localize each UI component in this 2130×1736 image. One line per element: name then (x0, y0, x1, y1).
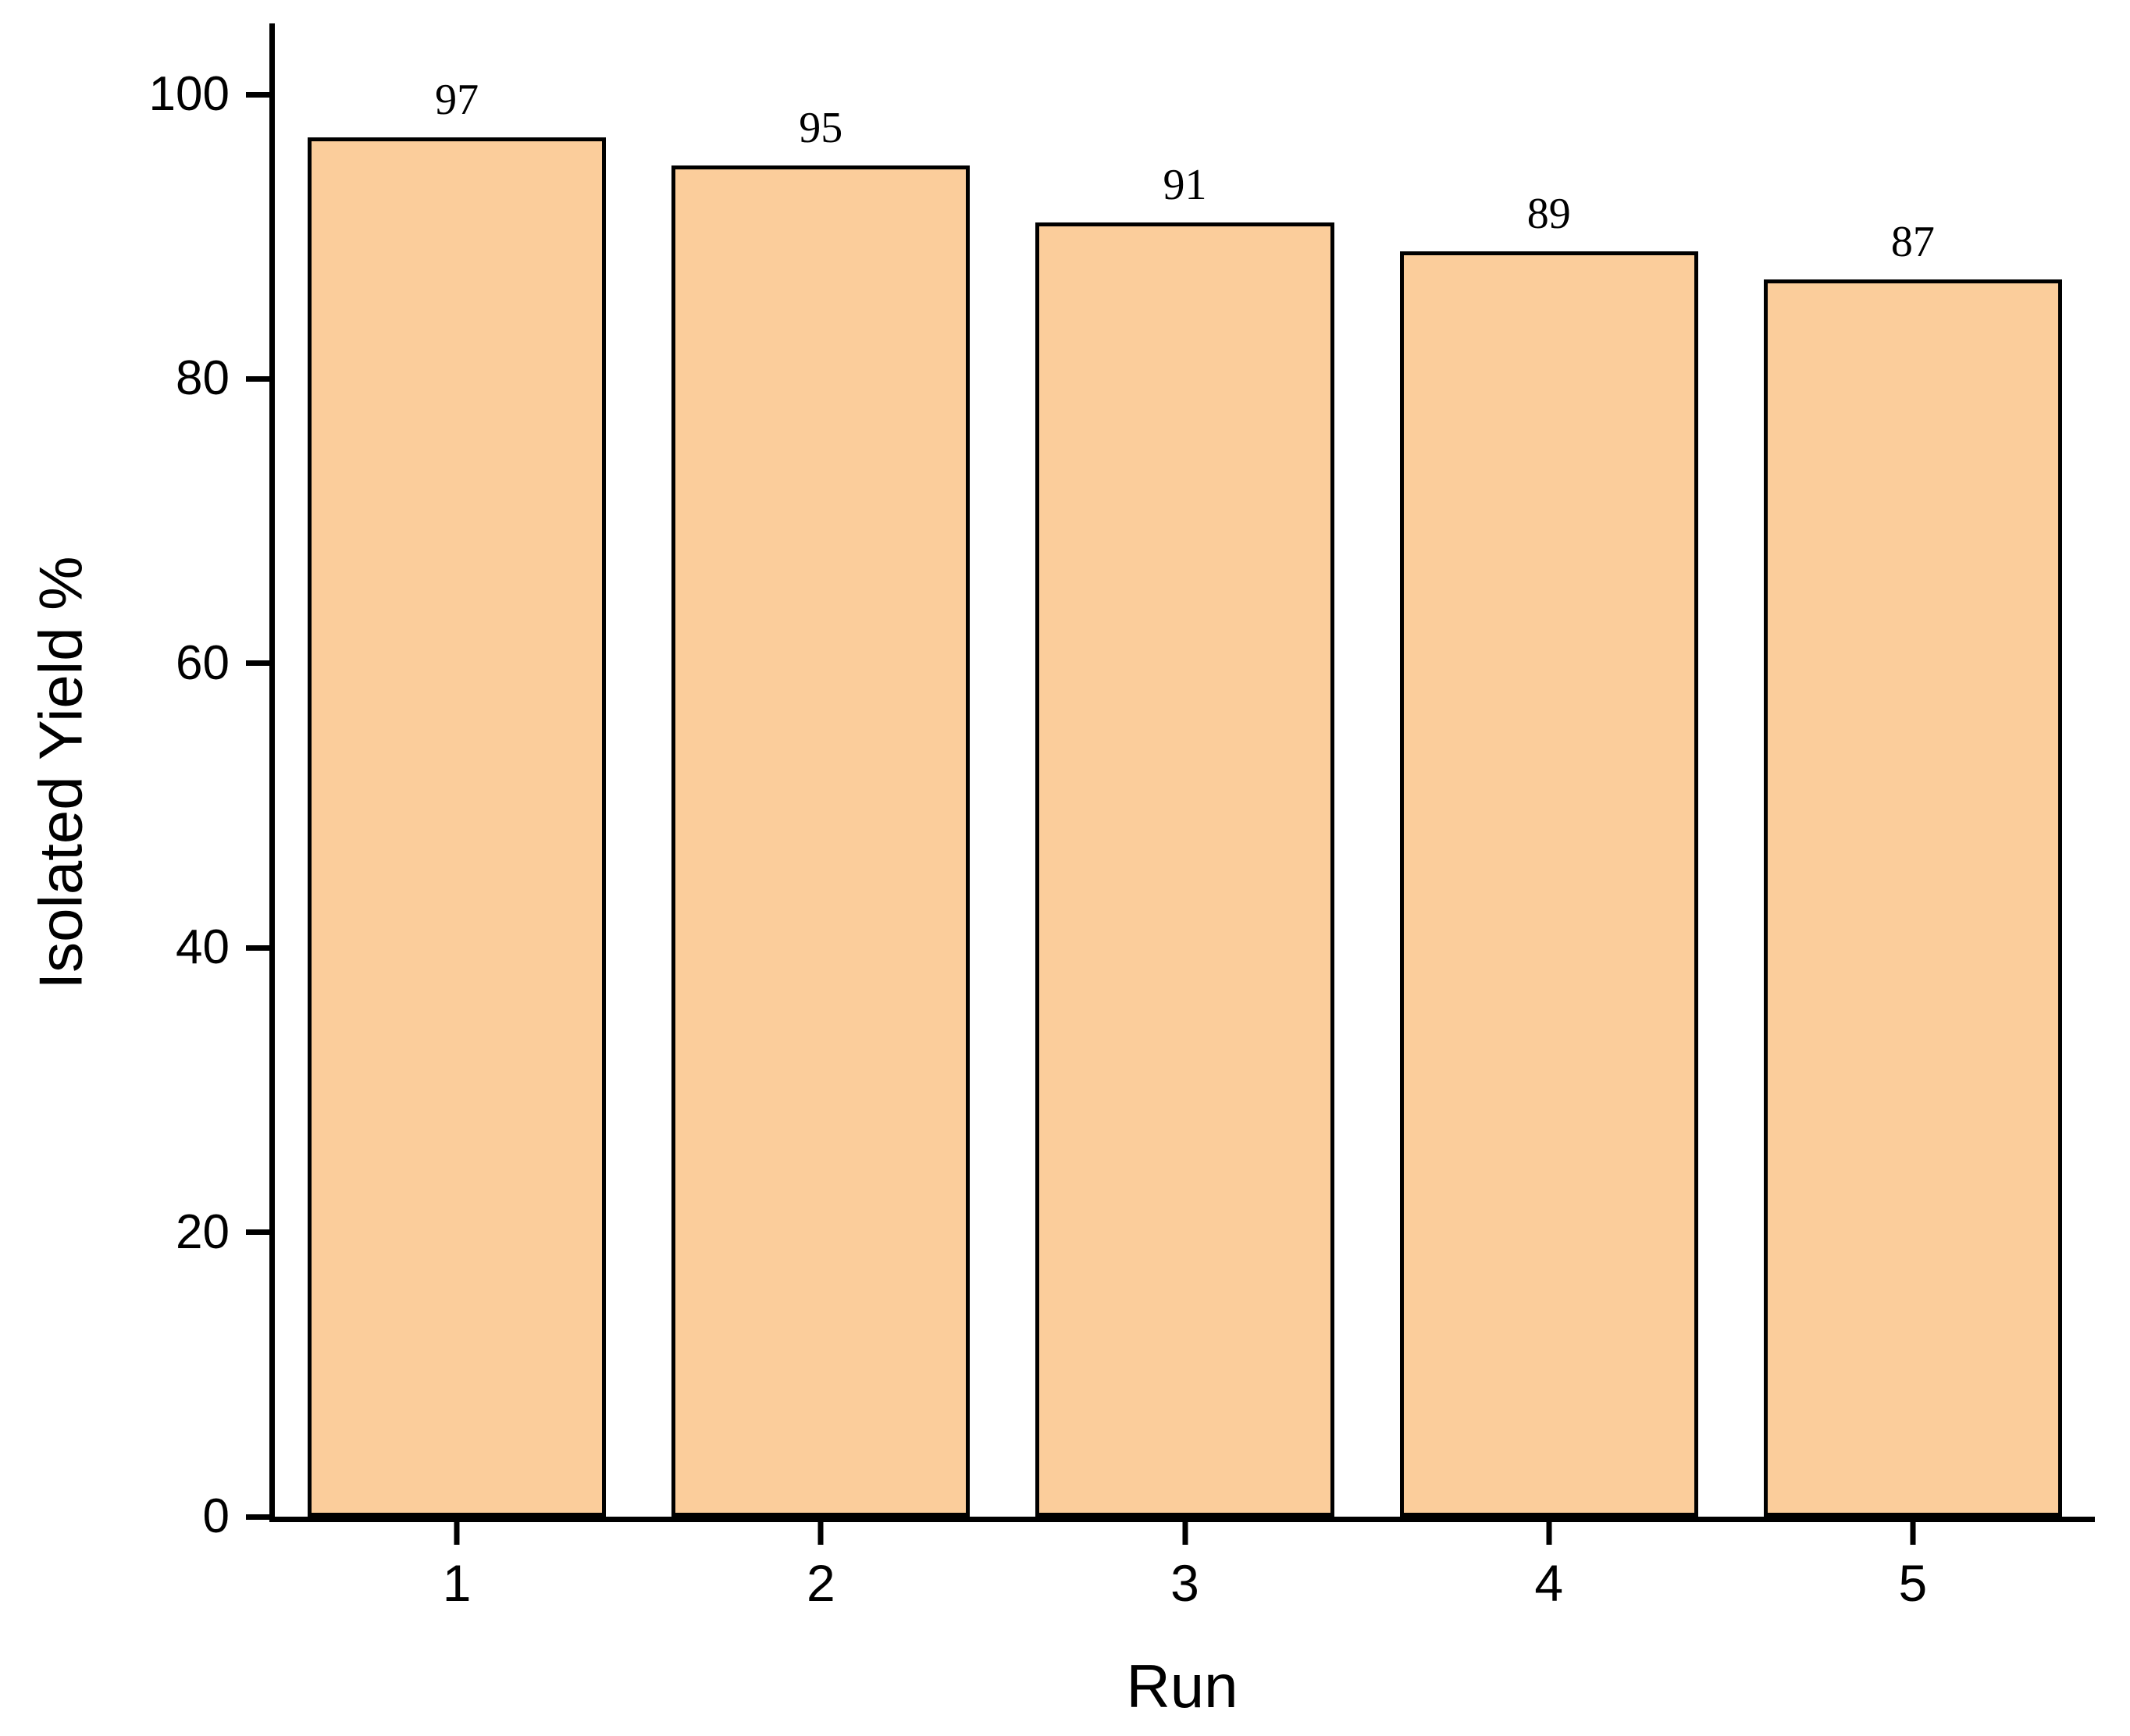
y-tick-label: 40 (176, 920, 230, 975)
x-tick-mark (1546, 1517, 1552, 1545)
x-tick-mark (454, 1517, 460, 1545)
x-tick-label: 5 (1898, 1554, 1928, 1612)
y-tick-label: 60 (176, 635, 230, 690)
y-tick-label: 0 (202, 1489, 230, 1543)
bar (671, 165, 971, 1517)
y-tick-mark (246, 944, 269, 951)
bar (1763, 279, 2063, 1517)
bar (307, 137, 607, 1517)
y-tick-mark (246, 1229, 269, 1236)
x-tick-label: 4 (1534, 1554, 1564, 1612)
y-tick-label: 100 (148, 67, 230, 122)
bar-value-label: 97 (435, 75, 479, 124)
y-tick-label: 20 (176, 1204, 230, 1259)
bar-slot: 87 5 (1731, 23, 2095, 1609)
x-tick-label: 3 (1170, 1554, 1199, 1612)
bar-slot: 89 4 (1367, 23, 1731, 1609)
bars-container: 97 1 95 2 91 3 89 4 87 5 (275, 23, 2095, 1609)
y-tick-mark (246, 660, 269, 667)
x-tick-mark (817, 1517, 824, 1545)
x-tick-mark (1182, 1517, 1188, 1545)
x-tick-label: 1 (442, 1554, 472, 1612)
x-tick-label: 2 (806, 1554, 835, 1612)
bar (1399, 251, 1698, 1517)
bar-slot: 97 1 (275, 23, 639, 1609)
plot-area: 0 20 40 60 80 100 97 1 95 2 91 3 89 4 87 5 (149, 23, 2095, 1609)
bar-slot: 91 3 (1003, 23, 1366, 1609)
x-axis-label: Run (1126, 1652, 1238, 1720)
bar-value-label: 89 (1526, 189, 1571, 238)
y-tick-mark (246, 375, 269, 382)
bar-value-label: 87 (1890, 217, 1935, 266)
bar (1035, 222, 1334, 1517)
y-tick-mark (246, 91, 269, 98)
y-tick-label: 80 (176, 351, 230, 406)
bar-value-label: 95 (799, 104, 843, 153)
y-tick-mark (246, 1514, 269, 1520)
y-axis-label: Isolated Yield % (26, 556, 95, 990)
bar-value-label: 91 (1163, 161, 1207, 210)
bar-slot: 95 2 (639, 23, 1003, 1609)
x-tick-mark (1910, 1517, 1916, 1545)
